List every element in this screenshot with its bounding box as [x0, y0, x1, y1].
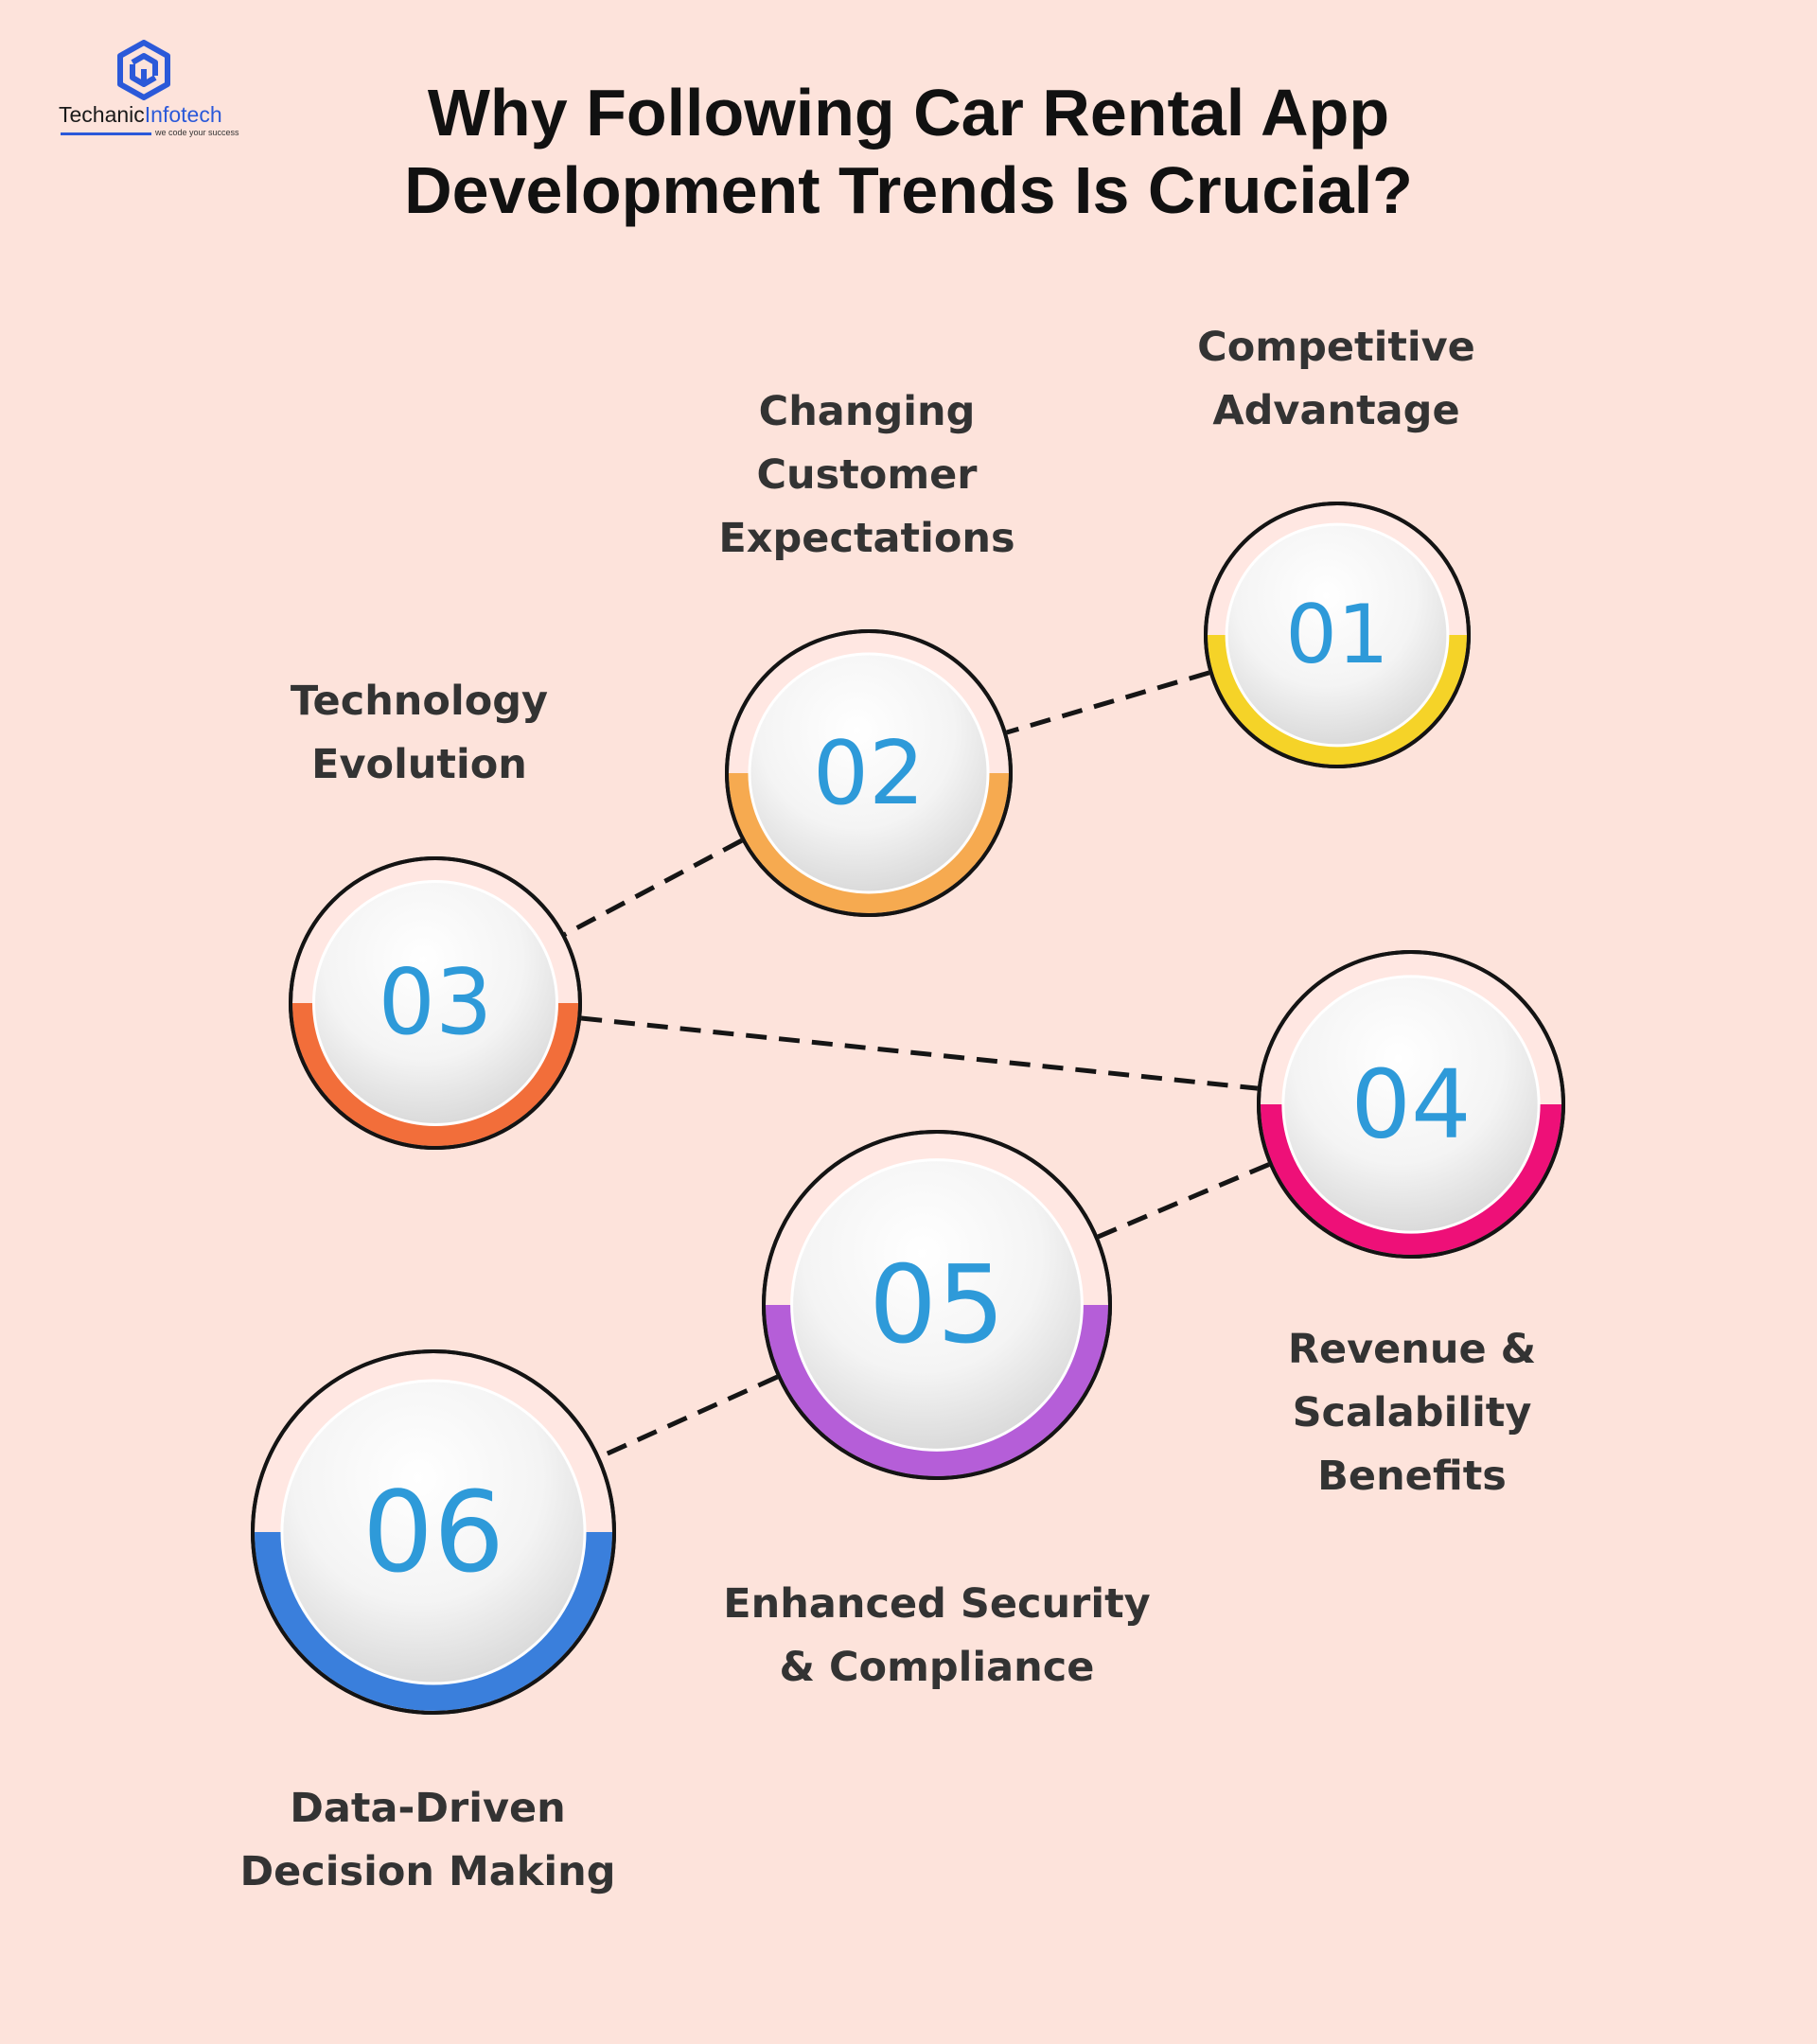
step-circle-06: 06: [251, 1349, 616, 1715]
step-label-line: Expectations: [718, 515, 1015, 562]
step-label-line: Decision Making: [239, 1848, 616, 1895]
title-line-2: Development Trends Is Crucial?: [404, 153, 1413, 227]
step-label-line: Competitive: [1197, 324, 1475, 371]
connector-line-03-04: [580, 1015, 1259, 1091]
hexagon-cube-logo-icon: [117, 40, 170, 100]
step-label-04: Revenue & Scalability Benefits: [1128, 1318, 1696, 1508]
connector-lines: [563, 670, 1270, 1459]
step-label-line: & Compliance: [779, 1644, 1095, 1691]
step-label-06: Data-Driven Decision Making: [97, 1777, 759, 1904]
step-number-06: 06: [362, 1467, 504, 1597]
step-label-02: Changing Customer Expectations: [583, 380, 1151, 571]
step-circle-01: 01: [1204, 502, 1471, 768]
step-number-04: 04: [1350, 1049, 1471, 1160]
title-line-1: Why Following Car Rental App: [427, 76, 1390, 150]
connector-line-01-02: [1006, 670, 1210, 735]
step-number-02: 02: [813, 722, 925, 824]
step-label-line: Customer: [756, 451, 978, 499]
step-circles: 01 02 03 04 05 06: [251, 502, 1565, 1715]
step-circle-05: 05: [762, 1130, 1112, 1480]
step-label-03: Technology Evolution: [135, 670, 703, 797]
step-label-line: Data-Driven: [290, 1785, 566, 1832]
logo-name-part1: Techanic: [59, 102, 145, 127]
logo-underline: [61, 132, 151, 135]
step-label-line: Enhanced Security: [723, 1580, 1151, 1628]
step-label-05: Enhanced Security & Compliance: [606, 1573, 1268, 1700]
step-label-line: Advantage: [1212, 387, 1460, 434]
company-logo: TechanicInfotech we code your success: [57, 40, 256, 144]
connector-line-02-03: [563, 838, 743, 937]
connector-line-04-05: [1097, 1162, 1270, 1240]
step-label-line: Evolution: [311, 741, 527, 788]
step-number-01: 01: [1285, 588, 1388, 682]
step-number-03: 03: [379, 951, 493, 1055]
step-circle-03: 03: [289, 856, 582, 1150]
step-label-line: Changing: [758, 388, 976, 435]
logo-text: TechanicInfotech: [59, 102, 222, 128]
step-circle-04: 04: [1257, 950, 1565, 1259]
logo-name-part2: Infotech: [144, 102, 222, 127]
logo-tagline: we code your success: [155, 128, 239, 137]
step-circle-02: 02: [725, 629, 1013, 917]
step-label-01: Competitive Advantage: [1052, 316, 1620, 443]
step-label-line: Technology: [290, 678, 549, 725]
page-title: Why Following Car Rental App Development…: [0, 74, 1817, 229]
connector-line-05-06: [598, 1374, 779, 1459]
step-label-line: Revenue &: [1287, 1326, 1537, 1373]
step-label-line: Scalability: [1292, 1389, 1532, 1436]
step-number-05: 05: [869, 1242, 1005, 1367]
step-label-line: Benefits: [1317, 1453, 1507, 1500]
